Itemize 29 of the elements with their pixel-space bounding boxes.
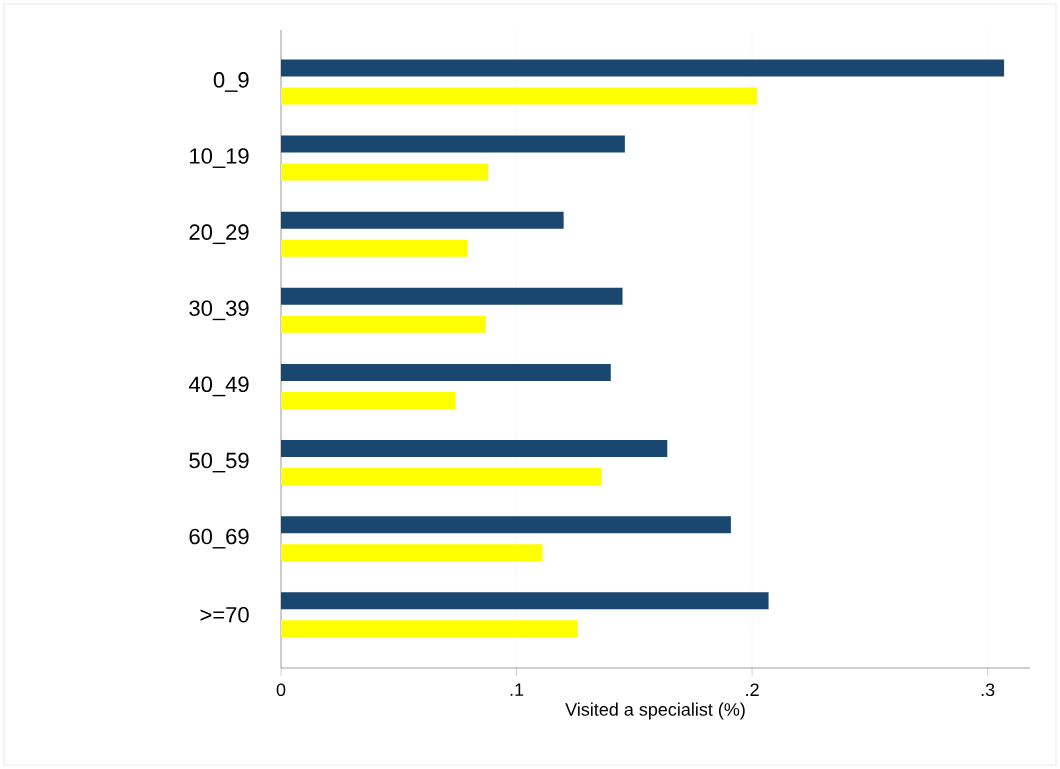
- bar: [281, 315, 486, 333]
- bar: [281, 440, 668, 458]
- y-tick-label: 60_69: [189, 528, 249, 549]
- x-tick-label: .1: [510, 683, 524, 696]
- bar: [281, 363, 611, 381]
- x-tick-label: .2: [746, 683, 759, 696]
- x-tick-label: .3: [981, 683, 995, 697]
- y-tick-label: 40_49: [188, 376, 249, 397]
- y-tick-label: 20_29: [189, 224, 249, 245]
- bar: [281, 391, 456, 409]
- x-axis-title: Visited a specialist (%): [565, 702, 745, 720]
- bar: [281, 287, 623, 305]
- bar: [281, 59, 1005, 77]
- bar: [281, 592, 769, 610]
- bar: [281, 163, 489, 181]
- y-tick-label: 0_9: [213, 72, 249, 92]
- bar: [281, 239, 468, 257]
- bar: [281, 544, 543, 562]
- bar: [281, 211, 564, 229]
- y-tick-label: 50_59: [189, 452, 249, 473]
- bar: [281, 135, 625, 153]
- x-tick-label: 0: [276, 683, 286, 697]
- bar: [281, 516, 731, 534]
- y-tick-label: 10_19: [190, 148, 249, 168]
- bar: [281, 87, 757, 105]
- y-tick-label: 30_39: [189, 300, 249, 321]
- bar: [281, 620, 578, 638]
- y-tick-label: >=70: [200, 606, 249, 623]
- bar: [281, 468, 602, 486]
